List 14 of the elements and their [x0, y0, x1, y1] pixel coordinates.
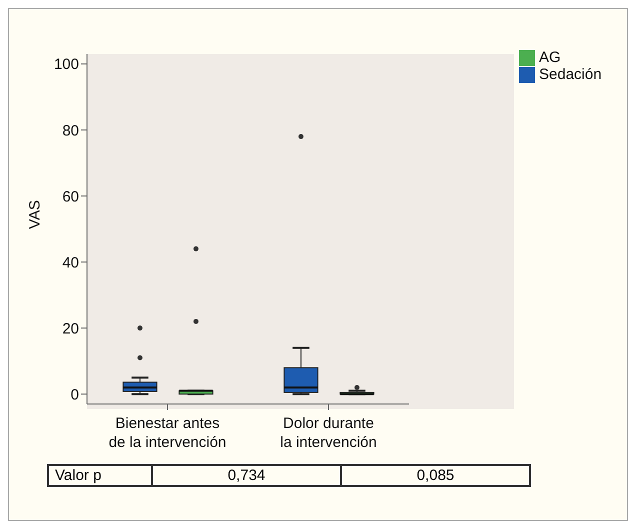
text: 0,734 [152, 465, 341, 486]
text: Valor p [48, 465, 152, 486]
legend-label: Sedación [539, 66, 602, 84]
legend-label: AG [539, 49, 561, 66]
y-tick-label: 40 [62, 254, 79, 272]
y-tick-label: 60 [62, 188, 79, 206]
y-tick-label: 100 [54, 56, 79, 74]
y-tick-label: 0 [70, 386, 79, 404]
y-tick-label: 20 [62, 320, 79, 338]
y-axis-title: VAS [26, 200, 44, 229]
x-tick-label: Bienestar antes de la intervención [108, 415, 226, 451]
y-tick-label: 80 [62, 122, 79, 140]
text: 0,085 [341, 465, 530, 486]
x-tick-label: Dolor durante la intervención [280, 415, 377, 451]
